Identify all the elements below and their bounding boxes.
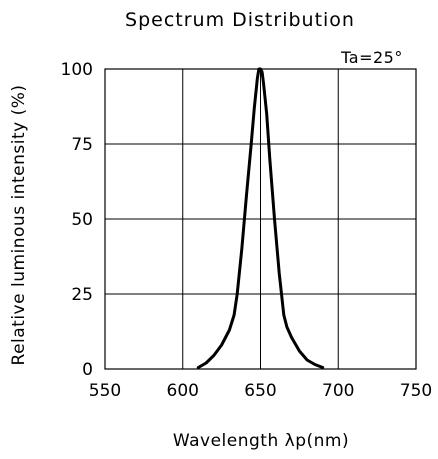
x-tick-label: 750: [400, 381, 432, 401]
x-tick-label: 650: [244, 381, 276, 401]
y-tick-label: 100: [61, 60, 93, 80]
y-tick-label: 0: [82, 360, 93, 380]
y-tick-label: 75: [71, 135, 93, 155]
x-axis-label: Wavelength λp(nm): [173, 431, 349, 451]
plot-frame: [104, 68, 417, 370]
x-tick-label: 600: [167, 381, 199, 401]
chart-grid: [104, 68, 417, 370]
y-tick-label: 50: [71, 210, 93, 230]
temperature-annotation: Ta=25°: [340, 48, 403, 67]
x-tick-label: 550: [89, 381, 121, 401]
y-tick-label: 25: [71, 285, 93, 305]
y-axis-label: Relative luminous intensity (%): [9, 85, 29, 366]
axis-ticks: 550 600 650 700 750 0 25 50 75 100: [61, 60, 433, 401]
x-tick-label: 700: [322, 381, 354, 401]
chart-title: Spectrum Distribution: [125, 9, 355, 31]
